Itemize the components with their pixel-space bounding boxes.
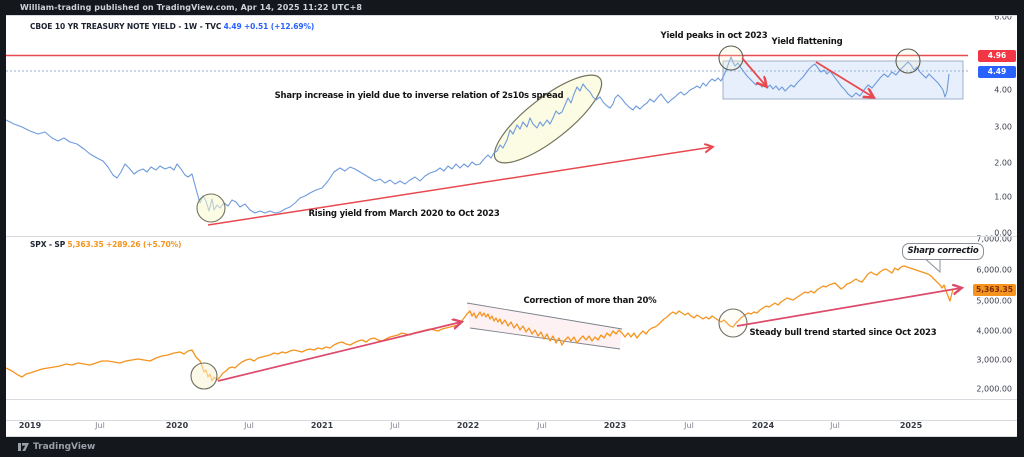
tradingview-logo[interactable]: TradingView [18, 442, 95, 452]
tradingview-logo-icon [18, 443, 29, 451]
rising-yield-trend-arrow [207, 147, 712, 226]
sharp-correction-callout: Sharp correctio [902, 243, 984, 260]
footer-bar: TradingView [0, 437, 1024, 457]
spx-oct2023-low-circle [718, 308, 748, 338]
right-edge-strip [1017, 0, 1024, 457]
top-last-value: 4.49 [223, 22, 242, 31]
yield-flattening-zone [722, 60, 964, 100]
yield-drop-arrow-2 [815, 61, 873, 97]
spx-recovery-trend-arrow [217, 322, 461, 382]
bottom-pane-legend[interactable]: SPX - SP 5,363.35 +289.26 (+5.70%) [30, 240, 181, 249]
bottom-last-value: 5,363.35 [67, 240, 104, 249]
top-change-value: +0.51 (+12.69%) [243, 22, 315, 31]
top-symbol-title: CBOE 10 YR TREASURY NOTE YIELD - 1W - TV… [30, 22, 222, 31]
sharp-yield-increase-ellipse [493, 74, 603, 164]
tradingview-logo-text: TradingView [33, 442, 96, 452]
correction-channel-top [466, 302, 623, 330]
spx-covid-low-circle [190, 362, 218, 390]
yield-oct2023-peak-circle [718, 45, 744, 71]
bottom-change-value: +289.26 (+5.70%) [105, 240, 182, 249]
spx-series-line [5, 265, 954, 382]
correction-channel-fill [467, 303, 622, 349]
spx-bull-trend-arrow [736, 288, 961, 327]
publish-header-bar: William-trading published on TradingView… [0, 0, 1024, 15]
publish-text: William-trading published on TradingView… [20, 3, 363, 12]
yield-recent-peak-circle [895, 48, 921, 74]
bottom-symbol-title: SPX - SP [30, 240, 66, 249]
left-edge-strip [0, 0, 6, 457]
yield-covid-low-circle [196, 193, 226, 223]
top-pane-legend[interactable]: CBOE 10 YR TREASURY NOTE YIELD - 1W - TV… [30, 22, 314, 31]
yield-drop-arrow-1 [741, 57, 766, 86]
